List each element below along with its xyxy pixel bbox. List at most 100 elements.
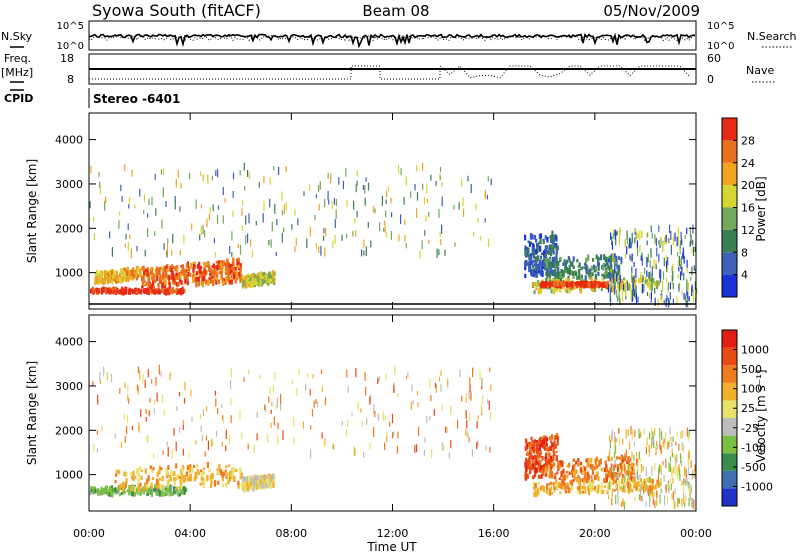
- power-cell: [168, 282, 171, 289]
- power-cell: [678, 266, 680, 272]
- power-cell: [157, 282, 160, 287]
- freq-tick-bottom: 8: [67, 73, 74, 86]
- velocity-cell: [103, 489, 106, 494]
- power-cell: [611, 241, 613, 250]
- power-cell: [107, 276, 110, 282]
- velocity-cell: [450, 440, 452, 448]
- power-cell: [585, 257, 588, 263]
- velocity-cell: [528, 441, 531, 445]
- power-cell: [687, 298, 689, 306]
- velocity-cell: [178, 475, 181, 479]
- power-cell: [681, 239, 683, 246]
- power-cell: [484, 190, 486, 198]
- velocity-cell: [448, 452, 450, 459]
- velocity-cell: [613, 431, 616, 442]
- velocity-cell: [121, 483, 124, 488]
- power-cell: [381, 195, 383, 206]
- velocity-cell: [126, 426, 128, 435]
- velocity-cbar-label: Velocity [m s⁻¹]: [754, 369, 768, 462]
- power-cell: [227, 262, 230, 266]
- power-cell: [545, 263, 549, 268]
- velocity-cell: [465, 393, 467, 400]
- velocity-cell: [158, 485, 161, 491]
- power-cell: [267, 274, 270, 281]
- velocity-cell: [597, 484, 600, 490]
- power-cell: [124, 273, 127, 278]
- velocity-cell: [302, 421, 305, 429]
- nave-line: [89, 64, 691, 80]
- power-cell: [542, 264, 545, 267]
- velocity-cell: [625, 449, 627, 457]
- power-cell: [592, 288, 595, 293]
- power-cell: [281, 191, 283, 201]
- velocity-cell: [553, 452, 556, 456]
- power-cell: [346, 199, 348, 208]
- velocity-cell: [608, 477, 611, 485]
- power-cell: [251, 277, 254, 282]
- velocity-cell: [197, 471, 200, 476]
- power-cell: [416, 192, 419, 201]
- velocity-cell: [225, 482, 228, 488]
- power-cell: [550, 251, 553, 257]
- power-cell: [615, 274, 617, 282]
- power-cell: [134, 287, 137, 294]
- velocity-cell: [691, 501, 693, 508]
- power-cell: [217, 205, 220, 210]
- velocity-cell: [572, 459, 575, 462]
- power-cell: [127, 223, 129, 231]
- velocity-cell: [181, 468, 184, 474]
- power-cell: [667, 281, 669, 291]
- power-cell: [557, 267, 560, 274]
- power-cell: [232, 210, 234, 217]
- velocity-cell: [140, 409, 142, 417]
- velocity-cell: [166, 485, 169, 490]
- velocity-cell: [587, 489, 591, 496]
- power-cell: [109, 274, 112, 278]
- velocity-cbar-tick: -100: [741, 441, 766, 454]
- power-cell: [318, 246, 320, 253]
- velocity-cell: [684, 478, 686, 483]
- power-cell: [677, 274, 679, 279]
- velocity-cell: [569, 480, 572, 485]
- power-cell: [690, 234, 692, 244]
- power-cell: [99, 185, 101, 195]
- velocity-cell: [544, 435, 547, 440]
- velocity-cell: [105, 486, 108, 489]
- velocity-cell: [487, 398, 489, 404]
- velocity-cell: [219, 469, 223, 476]
- velocity-cell: [122, 486, 125, 492]
- velocity-cell: [139, 466, 142, 470]
- power-cell: [690, 276, 692, 281]
- power-cell: [441, 196, 443, 207]
- velocity-cell: [669, 456, 671, 462]
- velocity-cell: [594, 458, 597, 465]
- power-cell: [672, 271, 674, 281]
- power-cell: [561, 273, 564, 279]
- power-cell: [123, 271, 126, 275]
- velocity-cell: [239, 467, 242, 474]
- velocity-cell: [180, 484, 183, 489]
- power-cell: [180, 289, 183, 296]
- power-cell: [682, 252, 684, 260]
- power-cell: [283, 227, 285, 233]
- power-cell: [152, 279, 155, 286]
- power-cell: [422, 183, 424, 190]
- velocity-cell: [609, 440, 611, 449]
- velocity-cell: [225, 465, 228, 469]
- velocity-cell: [532, 460, 535, 465]
- velocity-cell: [581, 485, 584, 490]
- velocity-cell: [539, 451, 543, 455]
- velocity-cell: [543, 465, 546, 472]
- power-cell: [139, 290, 143, 295]
- velocity-cell: [123, 470, 126, 474]
- velocity-cell: [669, 463, 671, 473]
- power-cell: [151, 196, 153, 206]
- power-cell: [218, 264, 221, 268]
- velocity-cell: [168, 486, 171, 490]
- velocity-cell: [471, 449, 473, 457]
- velocity-cell: [261, 483, 264, 488]
- power-cell: [269, 177, 271, 185]
- power-cell: [405, 176, 407, 186]
- nave-tick-top: 60: [707, 52, 721, 65]
- velocity-cell: [215, 430, 218, 437]
